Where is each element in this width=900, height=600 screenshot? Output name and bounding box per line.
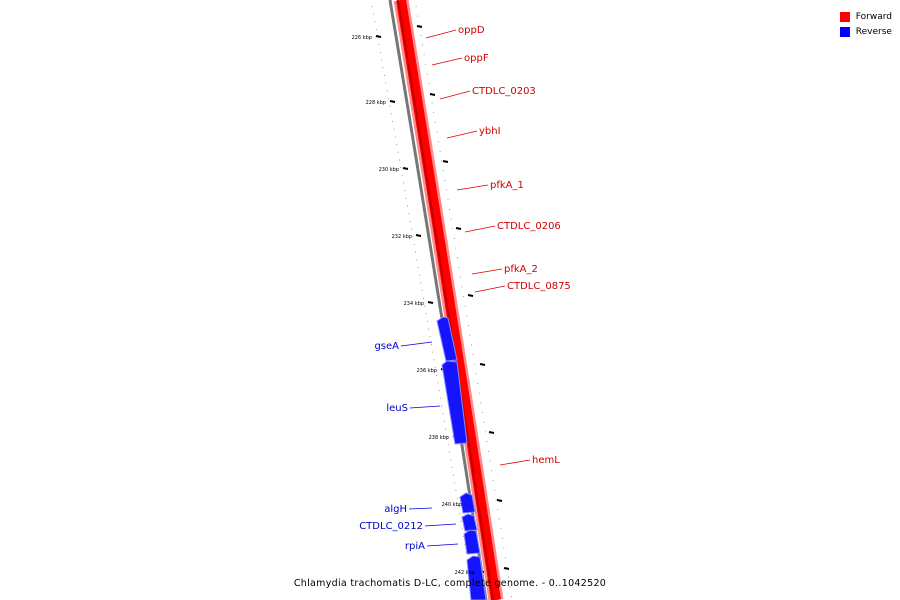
- tick-label: 234 kbp: [404, 301, 424, 307]
- tick-mark: [402, 167, 409, 170]
- tick-label: 232 kbp: [392, 234, 412, 240]
- forward-leader-line: [499, 459, 531, 466]
- outer-tick-mark: [503, 567, 510, 570]
- legend-reverse-label: Reverse: [855, 26, 892, 37]
- forward-leader-line: [439, 90, 471, 100]
- tick-mark: [415, 234, 422, 237]
- reverse-swatch: [839, 26, 850, 37]
- forward-leader-line: [425, 29, 457, 39]
- reverse-gene-blocks: [436, 316, 487, 600]
- tick-label: 240 kbp: [442, 502, 462, 508]
- forward-gene-label: ybhI: [479, 126, 501, 137]
- outer-ticks: [416, 25, 510, 570]
- legend-forward-label: Forward: [855, 11, 892, 22]
- forward-leader-line: [431, 57, 463, 66]
- reverse-gene-block: [466, 555, 487, 600]
- reverse-leader-line: [409, 405, 441, 409]
- forward-gene-label: oppD: [458, 25, 485, 36]
- reverse-gene-block: [463, 529, 481, 555]
- reverse-gene-block: [461, 513, 478, 532]
- forward-gene-label: pfkA_2: [504, 264, 538, 275]
- forward-gene-label: CTDLC_0875: [507, 281, 571, 292]
- outer-tick-mark: [416, 25, 423, 28]
- tick-label: 228 kbp: [366, 100, 386, 106]
- forward-gene-label: hemL: [532, 455, 560, 466]
- reverse-gene-block: [441, 360, 468, 445]
- forward-gene-label: CTDLC_0206: [497, 221, 561, 232]
- label-leader-lines: [400, 29, 531, 547]
- tick-mark: [427, 301, 434, 304]
- forward-strand-shade: [397, 0, 494, 600]
- tick-label: 236 kbp: [417, 368, 437, 374]
- tick-label: 230 kbp: [379, 167, 399, 173]
- outer-tick-mark: [496, 499, 503, 502]
- tick-label: 226 kbp: [352, 35, 372, 41]
- reverse-gene-block: [436, 316, 458, 362]
- reverse-gene-label: gseA: [374, 341, 399, 352]
- outer-tick-mark: [455, 227, 462, 230]
- forward-leader-line: [471, 268, 503, 275]
- forward-gene-label: pfkA_1: [490, 180, 524, 191]
- gene-labels: oppD oppF CTDLC_0203 ybhI pfkA_1 CTDLC_0206pf…: [359, 25, 571, 552]
- outer-tick-mark: [429, 93, 436, 96]
- tick-labels: 226 kbp 228 kbp 230 kbp 232 kbp 234 kbp 236 k…: [352, 35, 475, 576]
- reverse-gene-label: CTDLC_0212: [359, 521, 423, 532]
- forward-leader-line: [446, 130, 478, 139]
- reverse-leader-line: [426, 543, 459, 547]
- legend-forward: Forward: [839, 9, 892, 24]
- tick-label: 238 kbp: [429, 435, 449, 441]
- outer-tick-mark: [467, 294, 474, 297]
- tick-label: 242 kbp: [455, 570, 475, 576]
- forward-swatch: [839, 11, 850, 22]
- forward-strand: [396, 0, 501, 600]
- outer-tick-mark: [488, 431, 495, 434]
- forward-leader-line: [474, 285, 506, 293]
- outer-tick-mark: [479, 363, 486, 366]
- reverse-gene-block: [459, 492, 476, 514]
- strand-legend: Forward Reverse: [839, 9, 892, 39]
- reverse-gene-label: rpiA: [405, 541, 425, 552]
- reverse-leader-line: [408, 507, 433, 510]
- reverse-gene-label: algH: [384, 504, 407, 515]
- map-caption: Chlamydia trachomatis D-LC, complete gen…: [293, 578, 607, 589]
- reverse-leader-line: [400, 341, 433, 347]
- forward-gene-label: oppF: [464, 53, 489, 64]
- tick-mark: [375, 35, 382, 38]
- tick-mark: [389, 100, 396, 103]
- forward-gene-label: CTDLC_0203: [472, 86, 536, 97]
- legend-reverse: Reverse: [839, 24, 892, 39]
- forward-leader-line: [456, 184, 489, 191]
- reverse-gene-label: leuS: [386, 403, 408, 414]
- forward-leader-line: [464, 225, 496, 233]
- reverse-leader-line: [424, 523, 457, 527]
- outer-tick-mark: [442, 160, 449, 163]
